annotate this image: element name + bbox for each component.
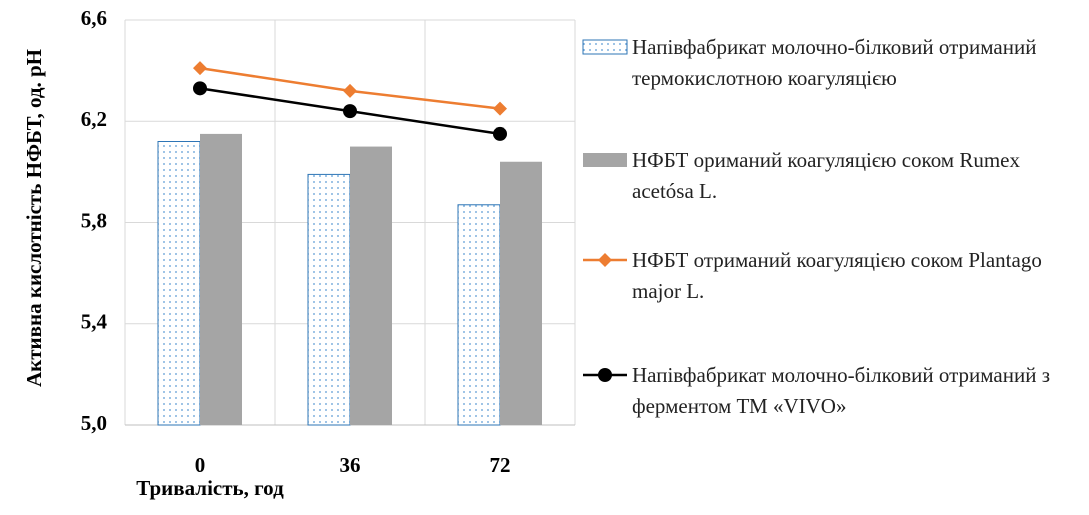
legend-marker: [598, 253, 612, 267]
legend-swatch: [583, 153, 627, 167]
marker: [193, 61, 207, 76]
x-axis-title: Тривалість, год: [136, 476, 284, 500]
y-tick-label: 6,2: [81, 107, 107, 131]
legend-swatch: [582, 39, 628, 55]
bar: [457, 204, 501, 426]
marker: [193, 81, 207, 96]
legend-marker: [598, 368, 612, 382]
legend-label: Напівфабрикат молочно-білковий отриманий…: [632, 363, 1051, 418]
y-tick-label: 6,6: [81, 6, 107, 30]
legend-label: НФБТ отриманий коагуляцією соком Plantag…: [632, 248, 1042, 303]
y-tick-label: 5,0: [81, 411, 107, 435]
bar: [200, 133, 242, 425]
bar: [350, 146, 392, 425]
marker: [343, 83, 357, 98]
y-tick-label: 5,8: [81, 208, 107, 232]
x-tick-label: 72: [490, 453, 511, 477]
marker: [493, 126, 507, 141]
y-tick-label: 5,4: [81, 310, 108, 334]
x-tick-label: 36: [340, 453, 361, 477]
y-axis-title: Активна кислотність НФБТ, од. рН: [22, 48, 46, 388]
x-tick-label: 0: [195, 453, 206, 477]
marker: [343, 104, 357, 119]
legend-label: НФБТ оримaний коагуляцією соком Rumex ac…: [632, 148, 1020, 203]
marker: [493, 101, 507, 116]
bar: [157, 141, 201, 426]
bar: [500, 161, 542, 425]
bar: [307, 173, 351, 426]
legend-label: Напівфабрикат молочно-білковий отриманий…: [632, 35, 1037, 90]
